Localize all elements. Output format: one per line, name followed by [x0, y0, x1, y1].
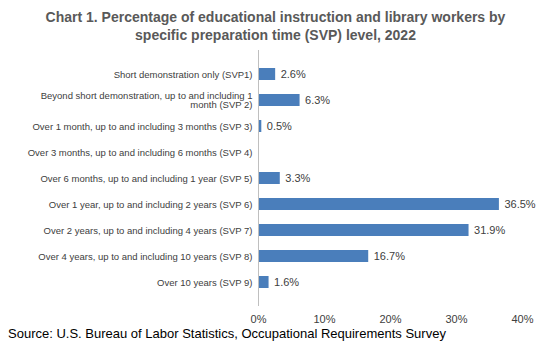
svg-text:Beyond short demonstration, up: Beyond short demonstration, up to and in… — [41, 90, 253, 111]
svg-text:0%: 0% — [251, 313, 267, 325]
svg-text:Over 10 years (SVP 9): Over 10 years (SVP 9) — [157, 277, 252, 288]
svg-text:Over 4 years, up to and includ: Over 4 years, up to and including 10 yea… — [38, 251, 252, 262]
svg-text:31.9%: 31.9% — [474, 224, 505, 236]
svg-text:6.3%: 6.3% — [305, 94, 330, 106]
svg-text:10%: 10% — [313, 313, 335, 325]
svg-text:0.5%: 0.5% — [267, 120, 292, 132]
svg-text:40%: 40% — [511, 313, 533, 325]
svg-text:30%: 30% — [445, 313, 467, 325]
svg-text:Over 1 month, up to and includ: Over 1 month, up to and including 3 mont… — [32, 121, 252, 132]
svg-text:16.7%: 16.7% — [374, 250, 405, 262]
svg-text:20%: 20% — [379, 313, 401, 325]
svg-text:Over 2 years, up to and includ: Over 2 years, up to and including 4 year… — [44, 225, 253, 236]
html-text:Source: U.S. Bureau of Labor S: Source: U.S. Bureau of Labor Statistics,… — [8, 326, 446, 341]
svg-text:Over 3 months, up to and inclu: Over 3 months, up to and including 6 mon… — [28, 147, 253, 158]
svg-text:3.3%: 3.3% — [285, 172, 310, 184]
svg-text:1.6%: 1.6% — [274, 276, 299, 288]
svg-text:Over 6 months, up to and inclu: Over 6 months, up to and including 1 yea… — [40, 173, 252, 184]
html-text:Chart 1. Percentage of educati: Chart 1. Percentage of educational instr… — [45, 9, 506, 43]
svg-text:36.5%: 36.5% — [504, 198, 535, 210]
svg-text:2.6%: 2.6% — [281, 68, 306, 80]
svg-text:Short demonstration only (SVP1: Short demonstration only (SVP1) — [114, 69, 253, 80]
svg-text:Over 1 year, up to and includi: Over 1 year, up to and including 2 years… — [49, 199, 253, 210]
